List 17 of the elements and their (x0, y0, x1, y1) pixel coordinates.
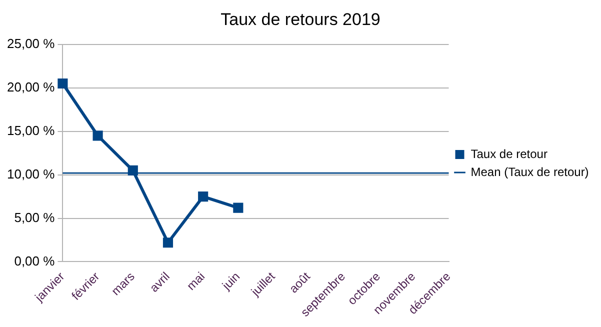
x-tick-label: mai (184, 269, 208, 293)
y-tick-label: 25,00 % (7, 36, 56, 51)
y-tick-label: 20,00 % (7, 79, 56, 94)
ref-line-label: Mean (Taux de retour) (470, 164, 589, 179)
legend-label: Taux de retour (470, 146, 548, 161)
point (198, 191, 208, 202)
y-tick-label: 15,00 % (7, 122, 56, 138)
chart-title: Taux de retours 2019 (220, 10, 380, 29)
point (58, 78, 68, 89)
point (233, 202, 244, 213)
y-tick-label: 10,00 % (7, 166, 56, 182)
x-tick-label: juin (218, 269, 243, 294)
point (162, 238, 174, 248)
y-tick-label: 5,00 % (14, 210, 56, 225)
point (128, 165, 138, 176)
point (92, 130, 103, 141)
y-tick-label: 0,00 % (14, 253, 56, 268)
